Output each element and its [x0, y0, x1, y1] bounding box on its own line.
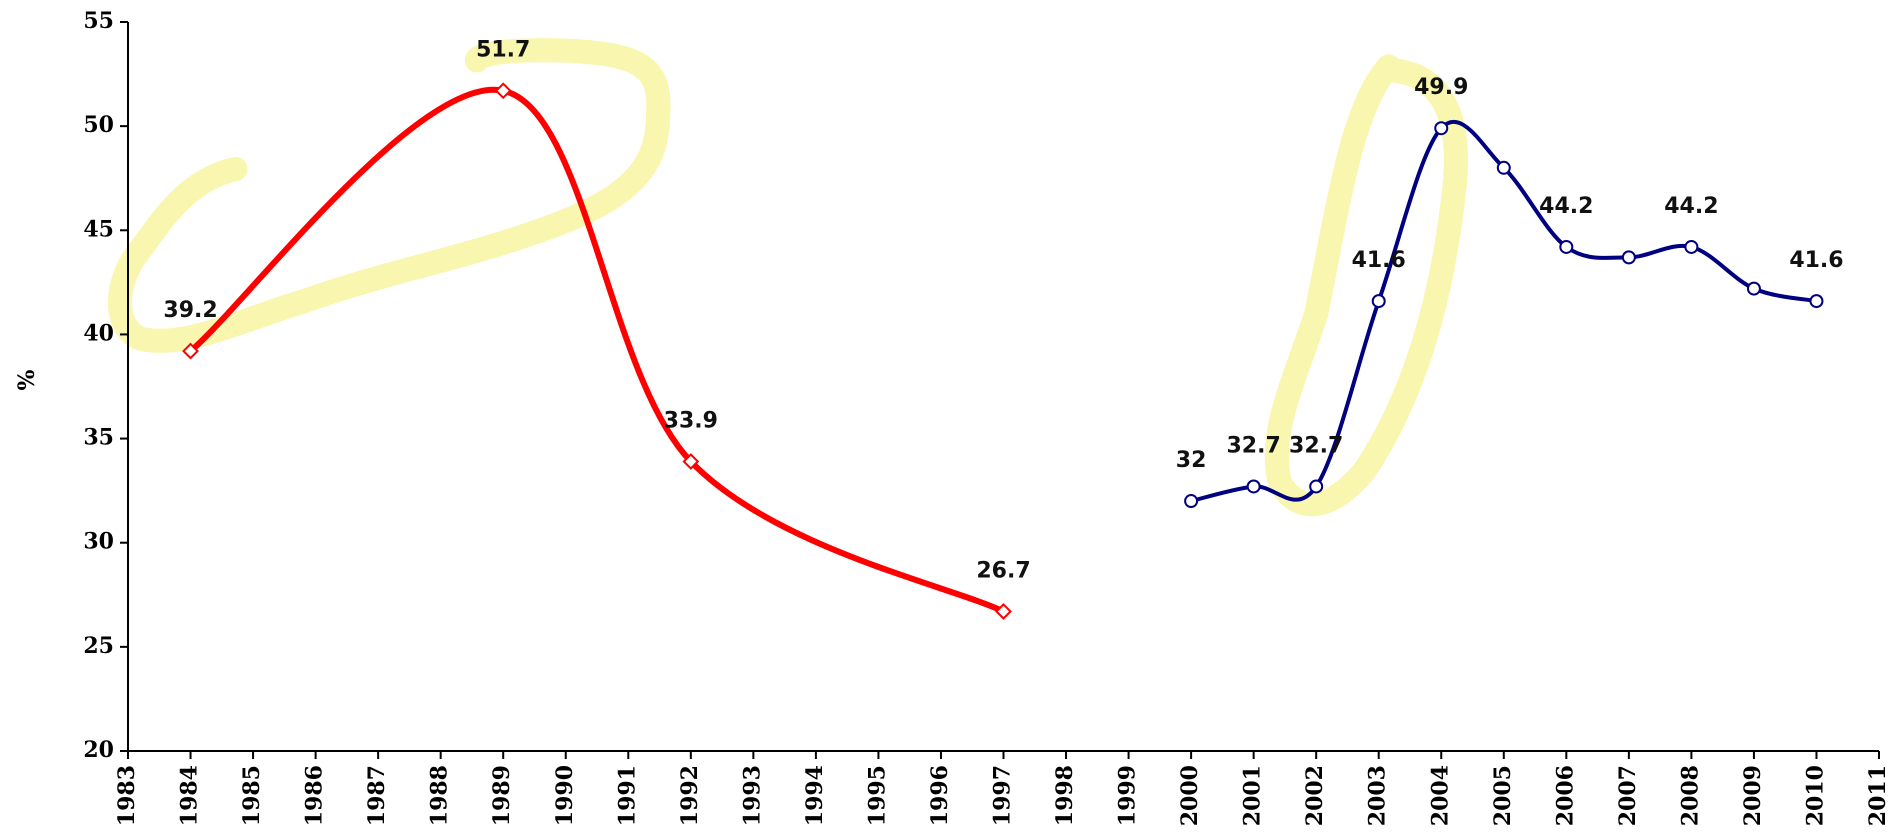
line [188, 86, 1005, 615]
x-tick-label: 1988 [427, 765, 453, 826]
x-tick-label: 2000 [1177, 765, 1203, 826]
point [1246, 479, 1261, 494]
data-label: 32.7 [1289, 433, 1343, 458]
x-tick-label: 1990 [552, 765, 578, 826]
x-tick-label: 2009 [1740, 765, 1766, 826]
data-label: 51.7 [476, 38, 530, 63]
point [1684, 239, 1699, 254]
x-tick-label: 1994 [802, 765, 828, 826]
point [1371, 294, 1386, 309]
x-tick-label: 1984 [177, 765, 203, 826]
y-tick-label: 50 [83, 112, 114, 138]
point [1496, 160, 1511, 175]
y-tick-label: 40 [83, 320, 114, 346]
x-tick-label: 1996 [927, 765, 953, 826]
data-label: 32.7 [1227, 433, 1281, 458]
x-tick-label: 1997 [990, 765, 1016, 826]
y-tick-label: 25 [83, 633, 114, 659]
x-tick-label: 2010 [1802, 765, 1828, 826]
y-tick-label: 45 [83, 216, 114, 242]
x-tick-label: 2006 [1552, 765, 1578, 826]
x-tick-label: 2005 [1490, 765, 1516, 826]
y-tick-label: 55 [83, 8, 114, 34]
point [1434, 121, 1449, 136]
x-tick-label: 1995 [864, 765, 890, 826]
data-label: 41.6 [1789, 248, 1843, 273]
x-tick-label: 1998 [1052, 765, 1078, 826]
point [995, 603, 1012, 620]
x-tick-label: 2007 [1615, 765, 1641, 826]
data-label: 32 [1176, 448, 1207, 473]
x-tick-label: 1985 [239, 765, 265, 826]
data-label: 41.6 [1352, 248, 1406, 273]
x-tick-label: 2002 [1302, 765, 1328, 826]
y-axis-label: % [14, 369, 40, 390]
x-tick-label: 1999 [1115, 765, 1141, 826]
x-tick-label: 2011 [1865, 765, 1891, 826]
point [494, 82, 512, 100]
x-tick-label: 1987 [364, 765, 390, 826]
point [1309, 479, 1324, 494]
y-tick-label: 30 [83, 529, 114, 555]
point [1809, 294, 1824, 309]
x-tick-label: 1983 [114, 765, 140, 826]
data-label: 44.2 [1539, 194, 1593, 219]
data-label: 49.9 [1414, 75, 1468, 100]
data-label: 26.7 [976, 558, 1030, 583]
point [1559, 239, 1574, 254]
point [1621, 250, 1636, 265]
data-label: 39.2 [163, 298, 217, 323]
y-tick-label: 20 [83, 737, 114, 763]
x-tick-label: 2004 [1427, 765, 1453, 826]
x-tick-label: 2008 [1677, 765, 1703, 826]
data-label: 44.2 [1664, 194, 1718, 219]
point [1746, 281, 1761, 296]
x-tick-label: 2003 [1365, 765, 1391, 826]
x-tick-label: 1986 [302, 765, 328, 826]
x-tick-label: 1993 [739, 765, 765, 826]
x-tick-label: 1991 [614, 765, 640, 826]
highlighter [107, 38, 1468, 517]
y-tick-label: 35 [83, 425, 114, 451]
x-tick-label: 1992 [677, 765, 703, 826]
point [682, 453, 700, 470]
data-label: 33.9 [664, 408, 718, 433]
x-tick-label: 2001 [1240, 765, 1266, 826]
x-tick-label: 1989 [489, 765, 515, 826]
point [1184, 494, 1199, 509]
point [182, 342, 199, 360]
